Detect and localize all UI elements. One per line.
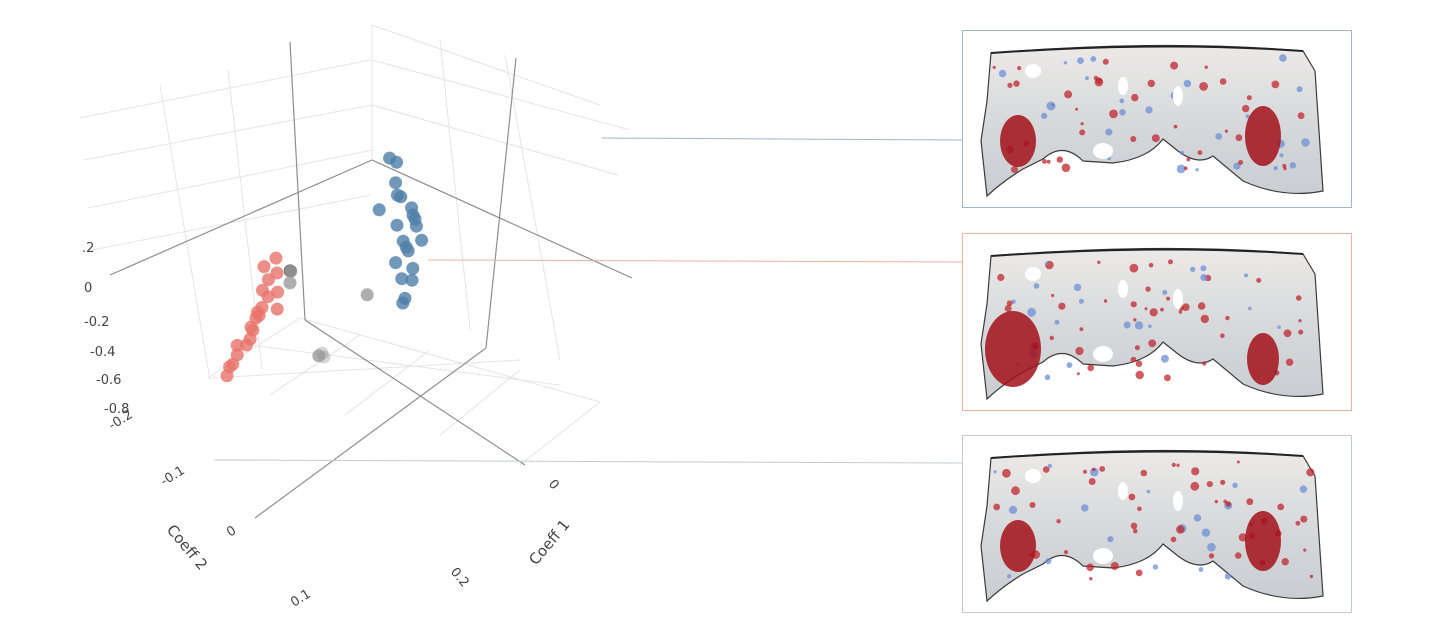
surface-render	[980, 449, 1324, 603]
cluster-blue-point[interactable]	[372, 203, 386, 217]
render-panel-top[interactable]	[962, 30, 1352, 208]
cluster-blue-point[interactable]	[396, 234, 410, 248]
cluster-red-point[interactable]	[269, 251, 283, 265]
cluster-blue-point[interactable]	[398, 291, 412, 305]
z-tick-label: -0.8	[104, 402, 129, 417]
cluster-red-point[interactable]	[257, 260, 271, 274]
z-tick-label: 0	[84, 281, 92, 296]
y-tick-label: -0.1	[158, 463, 187, 489]
y-tick-label: 0	[224, 523, 239, 540]
connector-line-middle	[427, 259, 963, 263]
axis-frame	[109, 41, 633, 519]
cluster-blue-point[interactable]	[390, 218, 404, 232]
render-panel-middle[interactable]	[962, 233, 1352, 411]
z-tick-label: .2	[82, 241, 94, 256]
cluster-gray-point[interactable]	[312, 349, 326, 363]
connector-line-top	[601, 137, 963, 141]
cluster-red-point[interactable]	[270, 302, 284, 316]
connector-line-bottom	[213, 459, 963, 464]
x-tick-label: 0.2	[447, 565, 472, 590]
surface-render	[980, 44, 1324, 198]
cluster-gray-point[interactable]	[284, 264, 298, 278]
y-axis-title: Coeff 2	[163, 521, 211, 574]
cluster-blue-point[interactable]	[394, 190, 408, 204]
cluster-blue-point[interactable]	[406, 261, 420, 275]
cluster-blue-point[interactable]	[415, 233, 429, 247]
grid-lines	[79, 24, 631, 466]
cluster-gray-point[interactable]	[283, 276, 297, 290]
x-axis-title: Coeff 1	[525, 516, 573, 569]
cluster-blue-point[interactable]	[389, 256, 403, 270]
cluster-red-point[interactable]	[246, 323, 260, 337]
cluster-red-point[interactable]	[223, 360, 237, 374]
cluster-red-point[interactable]	[239, 338, 253, 352]
cluster-blue-point[interactable]	[409, 219, 423, 233]
cluster-red-point[interactable]	[270, 266, 284, 280]
cluster-red-point[interactable]	[249, 311, 263, 325]
scatter-points	[220, 151, 429, 383]
render-panel-bottom[interactable]	[962, 435, 1352, 613]
cluster-red-point[interactable]	[255, 283, 269, 297]
cluster-gray-point[interactable]	[360, 288, 374, 302]
cluster-blue-point[interactable]	[395, 272, 409, 286]
x-tick-label: 0	[545, 477, 562, 493]
z-tick-label: -0.6	[96, 373, 121, 388]
z-tick-label: -0.2	[84, 315, 109, 330]
surface-render	[980, 247, 1324, 401]
cluster-blue-point[interactable]	[390, 155, 404, 169]
cluster-blue-point[interactable]	[389, 176, 403, 190]
y-tick-label: 0.1	[288, 587, 313, 611]
z-tick-label: -0.4	[90, 345, 115, 360]
cluster-red-point[interactable]	[230, 338, 244, 352]
cluster-blue-point[interactable]	[405, 273, 419, 287]
